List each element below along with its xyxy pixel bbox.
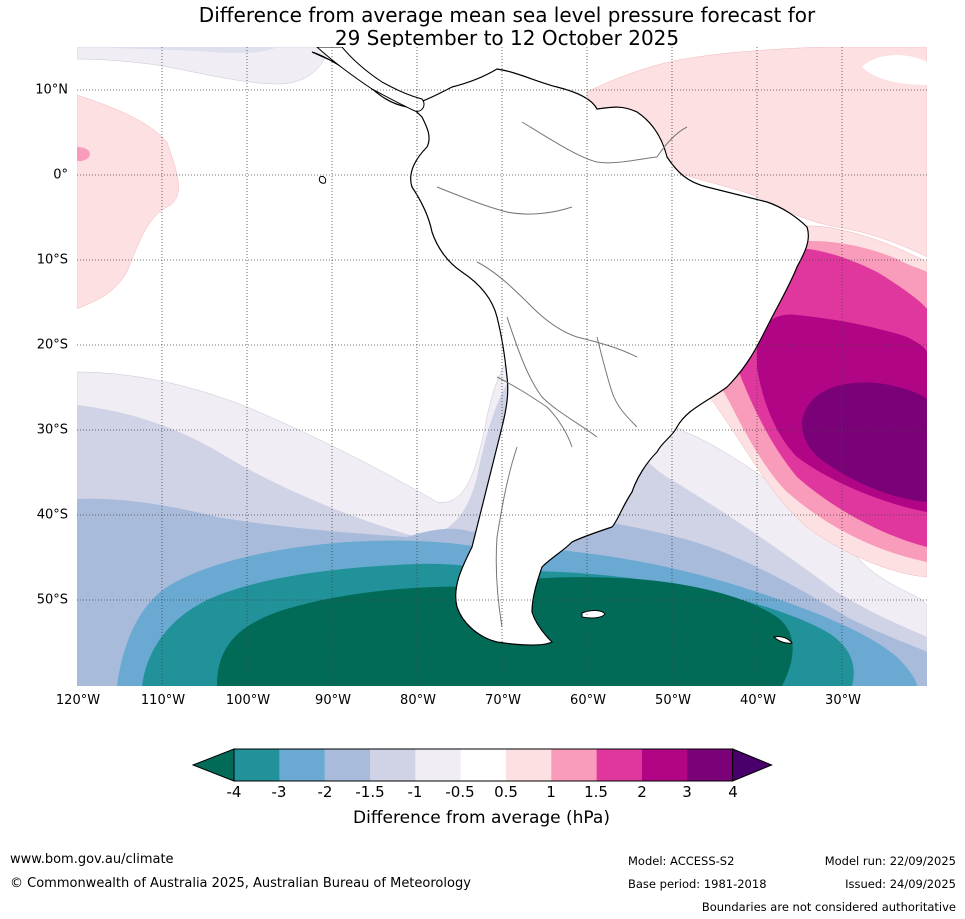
lat-label-10s: 10°S xyxy=(36,252,68,268)
colorbar-tick: -0.5 xyxy=(445,783,475,801)
pressure-anomaly-map xyxy=(77,47,927,686)
lon-label-30w: 30°W xyxy=(825,693,861,708)
galapagos xyxy=(318,176,327,184)
colorbar-segment xyxy=(279,749,326,781)
colorbar-segment xyxy=(369,749,416,781)
lat-label-0: 0° xyxy=(53,167,68,183)
colorbar-tick: 3 xyxy=(682,783,692,801)
contour-pos-3 xyxy=(802,382,927,502)
colorbar-extend-high xyxy=(732,748,773,782)
title-line-1: Difference from average mean sea level p… xyxy=(198,3,816,27)
colorbar-segment xyxy=(234,749,280,781)
colorbar-tick: -3 xyxy=(271,783,287,801)
lat-label-40s: 40°S xyxy=(36,507,68,523)
colorbar-tick: -4 xyxy=(226,783,242,801)
colorbar-title: Difference from average (hPa) xyxy=(0,808,965,828)
colorbar-segment xyxy=(460,749,507,781)
country-borders xyxy=(436,121,688,628)
colorbar-segment xyxy=(596,749,643,781)
south-america-land xyxy=(311,51,809,646)
colorbar-segment xyxy=(641,749,688,781)
map-canvas xyxy=(77,47,927,686)
colorbar-segment xyxy=(551,749,598,781)
lat-label-50s: 50°S xyxy=(36,592,68,608)
graticule xyxy=(77,47,927,686)
contour-pos-northeast-hole xyxy=(862,55,927,85)
copyright-text: © Commonwealth of Australia 2025, Austra… xyxy=(10,876,471,891)
contour-pos-west xyxy=(77,94,179,310)
lon-label-90w: 90°W xyxy=(315,693,351,708)
colorbar-title-text: Difference from average (hPa) xyxy=(353,808,610,828)
lon-label-100w: 100°W xyxy=(225,693,271,708)
colorbar-segment xyxy=(415,749,462,781)
contour-neg-top xyxy=(77,47,328,85)
colorbar-tick: -2 xyxy=(317,783,333,801)
boundaries-disclaimer: Boundaries are not considered authoritat… xyxy=(701,900,956,914)
lon-label-50w: 50°W xyxy=(655,693,691,708)
colorbar-tick: 1.5 xyxy=(584,783,608,801)
colorbar-segment xyxy=(324,749,371,781)
south-georgia xyxy=(773,636,793,644)
colorbar-segment xyxy=(505,749,552,781)
colorbar xyxy=(192,748,773,782)
issued-date: Issued: 24/09/2025 xyxy=(845,877,956,891)
colorbar-tick: -1.5 xyxy=(355,783,385,801)
falkland-islands xyxy=(581,610,606,619)
central-america-land xyxy=(316,47,425,112)
lon-label-110w: 110°W xyxy=(140,693,186,708)
lat-label-20s: 20°S xyxy=(36,337,68,353)
map-title: Difference from average mean sea level p… xyxy=(0,4,965,50)
title-line-2: 29 September to 12 October 2025 xyxy=(334,26,680,50)
colorbar-tick: 4 xyxy=(728,783,738,801)
lat-label-30s: 30°S xyxy=(36,422,68,438)
colorbar-tick: 2 xyxy=(637,783,647,801)
colorbar-tick: 1 xyxy=(546,783,556,801)
lon-label-80w: 80°W xyxy=(400,693,436,708)
colorbar-segment xyxy=(687,749,734,781)
lat-label-10n: 10°N xyxy=(35,82,68,98)
contour-neg-top2 xyxy=(97,47,277,54)
base-period: Base period: 1981-2018 xyxy=(628,877,767,891)
colorbar-tick: 0.5 xyxy=(494,783,518,801)
lon-label-120w: 120°W xyxy=(55,693,101,708)
colorbar-tick: -1 xyxy=(407,783,423,801)
lon-label-70w: 70°W xyxy=(485,693,521,708)
colorbar-extend-low xyxy=(192,748,235,782)
model-run: Model run: 22/09/2025 xyxy=(824,854,956,868)
website-link[interactable]: www.bom.gov.au/climate xyxy=(10,852,174,867)
contour-pos-west2 xyxy=(77,147,90,162)
model-name: Model: ACCESS-S2 xyxy=(628,854,735,868)
lon-label-40w: 40°W xyxy=(740,693,776,708)
lon-label-60w: 60°W xyxy=(570,693,606,708)
